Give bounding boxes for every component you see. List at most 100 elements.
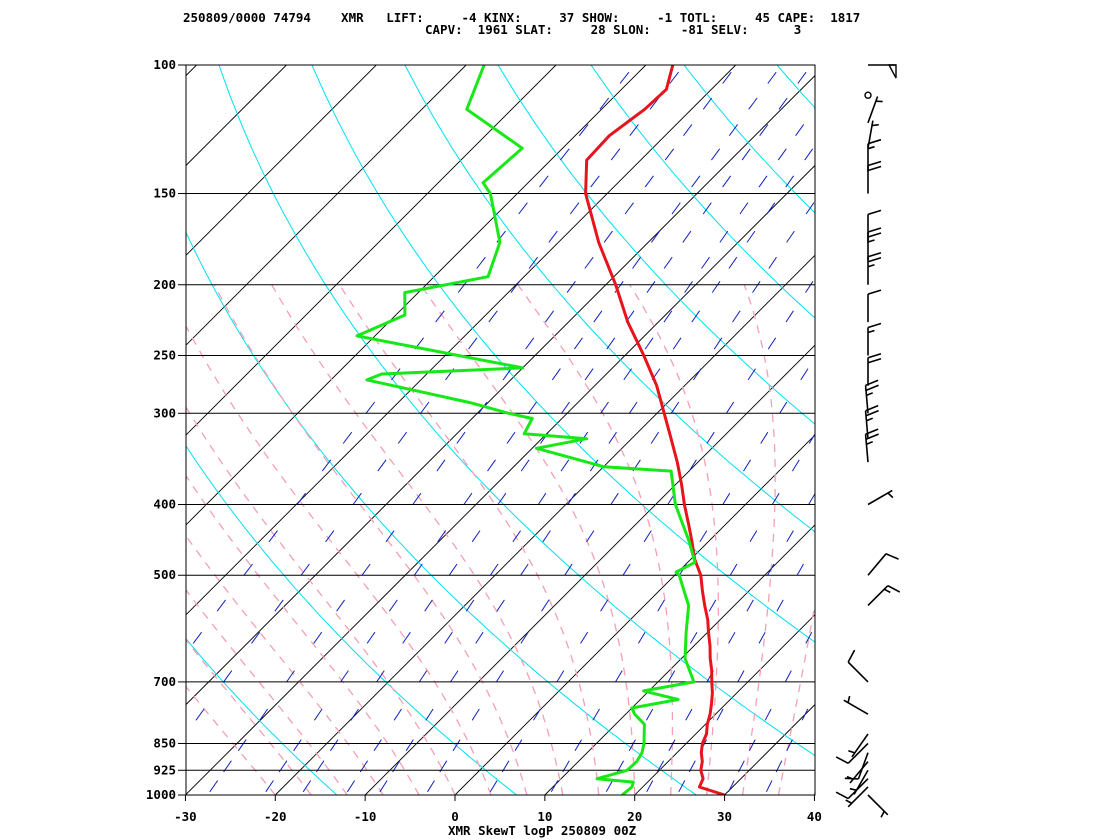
- wind-barb: [867, 251, 882, 285]
- mixing-ratio-dash: [702, 97, 713, 110]
- isotherm-line: [186, 74, 815, 706]
- moist-adiabat-line: [186, 534, 384, 795]
- mixing-ratio-dash: [624, 202, 634, 215]
- mixing-ratio-dash: [910, 369, 917, 380]
- mixing-ratio-dash: [528, 401, 537, 414]
- wind-barb: [867, 584, 901, 607]
- dry-adiabat-line: [683, 65, 815, 214]
- pressure-tick-label: 200: [153, 277, 176, 292]
- mixing-ratio-dash: [951, 257, 958, 268]
- temperature-tick-label: 40: [807, 809, 822, 824]
- mixing-ratio-dash: [746, 230, 756, 243]
- wind-barb: [867, 553, 899, 576]
- mixing-ratio-dash: [1028, 176, 1035, 187]
- mixing-ratio-dash: [237, 739, 247, 752]
- mixing-ratio-dash: [903, 281, 910, 292]
- mixing-ratio-dash: [821, 257, 829, 268]
- dry-adiabat-line: [0, 65, 157, 795]
- mixing-ratio-dash: [795, 124, 805, 136]
- mixing-ratio-dash: [603, 230, 613, 243]
- mixing-ratio-dash: [839, 231, 847, 242]
- mixing-ratio-dash: [876, 176, 884, 187]
- isotherm-line: [454, 434, 815, 795]
- temperature-tick-label: -30: [174, 809, 197, 824]
- moist-adiabat-line: [777, 601, 815, 795]
- wind-barb: [867, 289, 882, 323]
- mixing-ratio-dash: [823, 600, 829, 611]
- mixing-ratio-dash: [1084, 149, 1091, 160]
- mixing-ratio-dash: [350, 708, 359, 721]
- mixing-ratio-dash: [929, 98, 937, 109]
- wind-barb: [846, 761, 869, 784]
- mixing-ratio-dash: [1020, 98, 1027, 109]
- mixing-ratio-dash: [388, 599, 398, 612]
- mixing-ratio-dash: [894, 149, 902, 160]
- mixing-ratio-dash: [352, 492, 362, 505]
- mixing-ratio-dash: [749, 530, 758, 543]
- mixing-ratio-dash: [114, 740, 122, 751]
- mixing-ratio-dash: [889, 231, 896, 242]
- mixing-ratio-dash: [842, 632, 848, 643]
- dewpoint-profile-line: [355, 65, 697, 795]
- mixing-ratio-dash: [688, 459, 697, 472]
- mixing-ratio-dash: [444, 631, 453, 644]
- mixing-ratio-dash: [934, 460, 940, 471]
- mixing-ratio-dash: [722, 71, 732, 84]
- sounding-profiles: [355, 65, 726, 795]
- mixing-ratio-dash: [525, 337, 535, 350]
- wind-barb: [867, 138, 882, 172]
- mixing-ratio-dash: [760, 431, 769, 444]
- mixing-ratio-dash: [816, 531, 823, 542]
- mixing-ratio-dash: [664, 148, 675, 161]
- mixing-ratio-dash: [743, 459, 752, 472]
- isotherm-line: [814, 793, 815, 795]
- mixing-ratio-dash: [379, 780, 388, 793]
- wind-barb: [844, 752, 869, 780]
- mixing-ratio-dash: [808, 492, 815, 505]
- mixing-ratio-dash: [1002, 176, 1009, 187]
- mixing-ratio-dash: [667, 670, 676, 683]
- mixing-ratio-dash: [822, 124, 830, 135]
- mixing-ratio-dash: [424, 599, 433, 612]
- mixing-ratio-dash: [584, 368, 594, 381]
- mixing-ratio-dash: [274, 599, 284, 612]
- mixing-ratio-dash: [671, 202, 681, 215]
- header-line-2: CAPV: 1961 SLAT: 28 SLON: -81 SELV: 3: [425, 22, 801, 37]
- pressure-tick-label: 400: [153, 497, 176, 512]
- mixing-ratio-dash: [805, 281, 814, 293]
- mixing-ratio-dash: [828, 460, 835, 471]
- mixing-ratio-dash: [632, 256, 642, 269]
- mixing-ratio-dash: [471, 708, 480, 721]
- mixing-ratio-dash: [293, 739, 302, 752]
- mixing-ratio-dash: [916, 432, 923, 443]
- mixing-ratio-dash: [737, 670, 745, 683]
- mixing-ratio-dash: [1097, 176, 1104, 187]
- mixing-ratio-dash: [1049, 257, 1056, 268]
- wind-barb: [867, 209, 882, 243]
- mixing-ratio-dash: [650, 431, 660, 444]
- mixing-ratio-dash: [619, 71, 630, 84]
- mixing-ratio-dash: [560, 148, 570, 161]
- mixing-ratio-dash: [586, 530, 595, 543]
- mixing-ratio-dash: [758, 175, 768, 188]
- mixing-ratio-dash: [657, 599, 665, 612]
- dry-adiabat-line: [1056, 65, 1120, 795]
- mixing-ratio-dash: [729, 563, 738, 576]
- mixing-ratio-dash: [801, 708, 809, 721]
- mixing-ratio-dash: [541, 599, 550, 612]
- mixing-ratio-dash: [805, 631, 813, 644]
- wind-barb: [867, 489, 894, 506]
- mixing-ratio-dash: [805, 202, 815, 215]
- mixing-ratio-dash: [1065, 231, 1072, 242]
- mixing-ratio-dash: [544, 310, 555, 323]
- mixing-ratio-dash: [456, 431, 466, 444]
- wind-barb: [867, 120, 879, 149]
- mixing-ratio-dash: [1037, 72, 1044, 83]
- mixing-ratio-dash: [489, 563, 499, 576]
- mixing-ratio-dash: [800, 368, 809, 381]
- temperature-profile-line: [584, 65, 726, 795]
- mixing-ratio-dash: [776, 599, 784, 612]
- mixing-ratio-dash: [963, 281, 970, 292]
- mixing-ratio-dash: [934, 231, 941, 242]
- mixing-ratio-dash: [1077, 98, 1084, 109]
